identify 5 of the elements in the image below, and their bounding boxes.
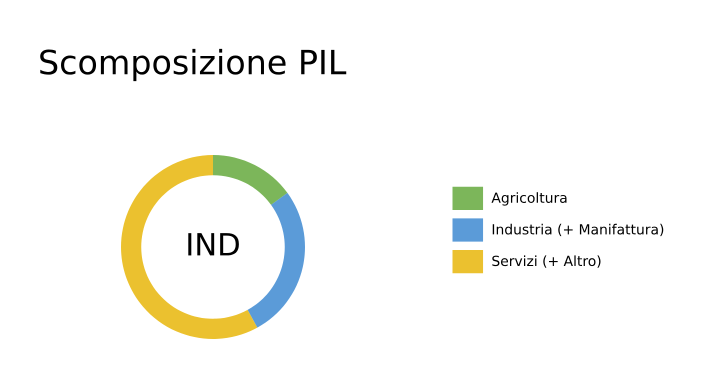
legend-label: Agricoltura (491, 192, 566, 206)
text: IND (188, 233, 239, 256)
legend-label: Servizi (+ Altro) (492, 255, 600, 268)
legend-label: Industria (+ Manifattura) (492, 224, 664, 236)
chart-title: Scomposizione PIL (40, 48, 346, 82)
